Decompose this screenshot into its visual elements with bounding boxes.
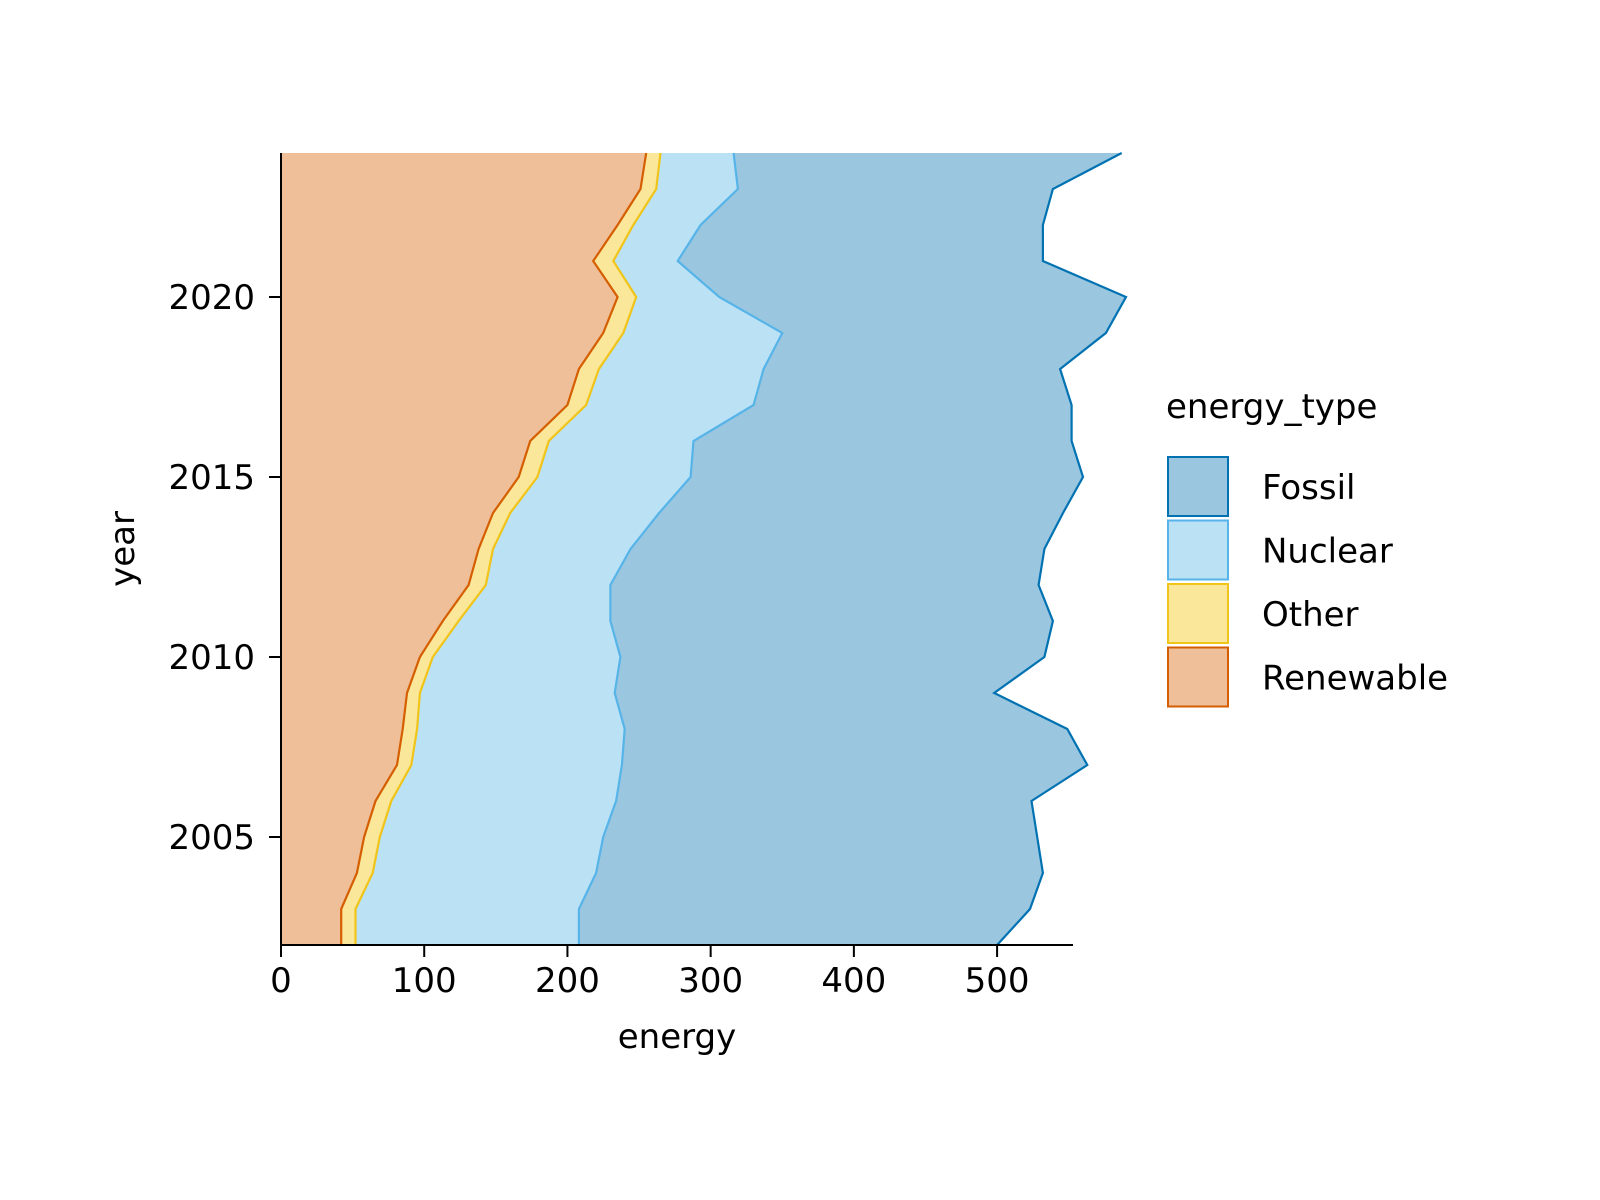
legend-label-renewable: Renewable — [1262, 659, 1448, 699]
x-tick-label: 100 — [392, 961, 457, 1001]
y-tick-label: 2010 — [168, 638, 255, 678]
y-tick-label: 2015 — [168, 458, 255, 498]
y-tick-label: 2005 — [168, 818, 255, 858]
x-tick-label: 200 — [535, 961, 600, 1001]
legend-title: energy_type — [1166, 387, 1377, 427]
legend-label-fossil: Fossil — [1262, 468, 1355, 508]
x-tick-label: 400 — [821, 961, 886, 1001]
stacked-areas — [281, 153, 1126, 945]
x-tick-label: 500 — [965, 961, 1030, 1001]
x-tick-label: 300 — [678, 961, 743, 1001]
y-axis-title: year — [103, 511, 143, 587]
x-tick-label: 0 — [270, 961, 292, 1001]
legend-swatch-fossil — [1168, 457, 1228, 516]
legend-swatch-nuclear — [1168, 521, 1228, 580]
legend-label-nuclear: Nuclear — [1262, 532, 1393, 572]
x-axis-title: energy — [618, 1017, 736, 1057]
legend-swatch-renewable — [1168, 648, 1228, 707]
y-tick-label: 2020 — [168, 278, 255, 318]
legend-label-other: Other — [1262, 595, 1359, 635]
legend-swatch-other — [1168, 584, 1228, 643]
